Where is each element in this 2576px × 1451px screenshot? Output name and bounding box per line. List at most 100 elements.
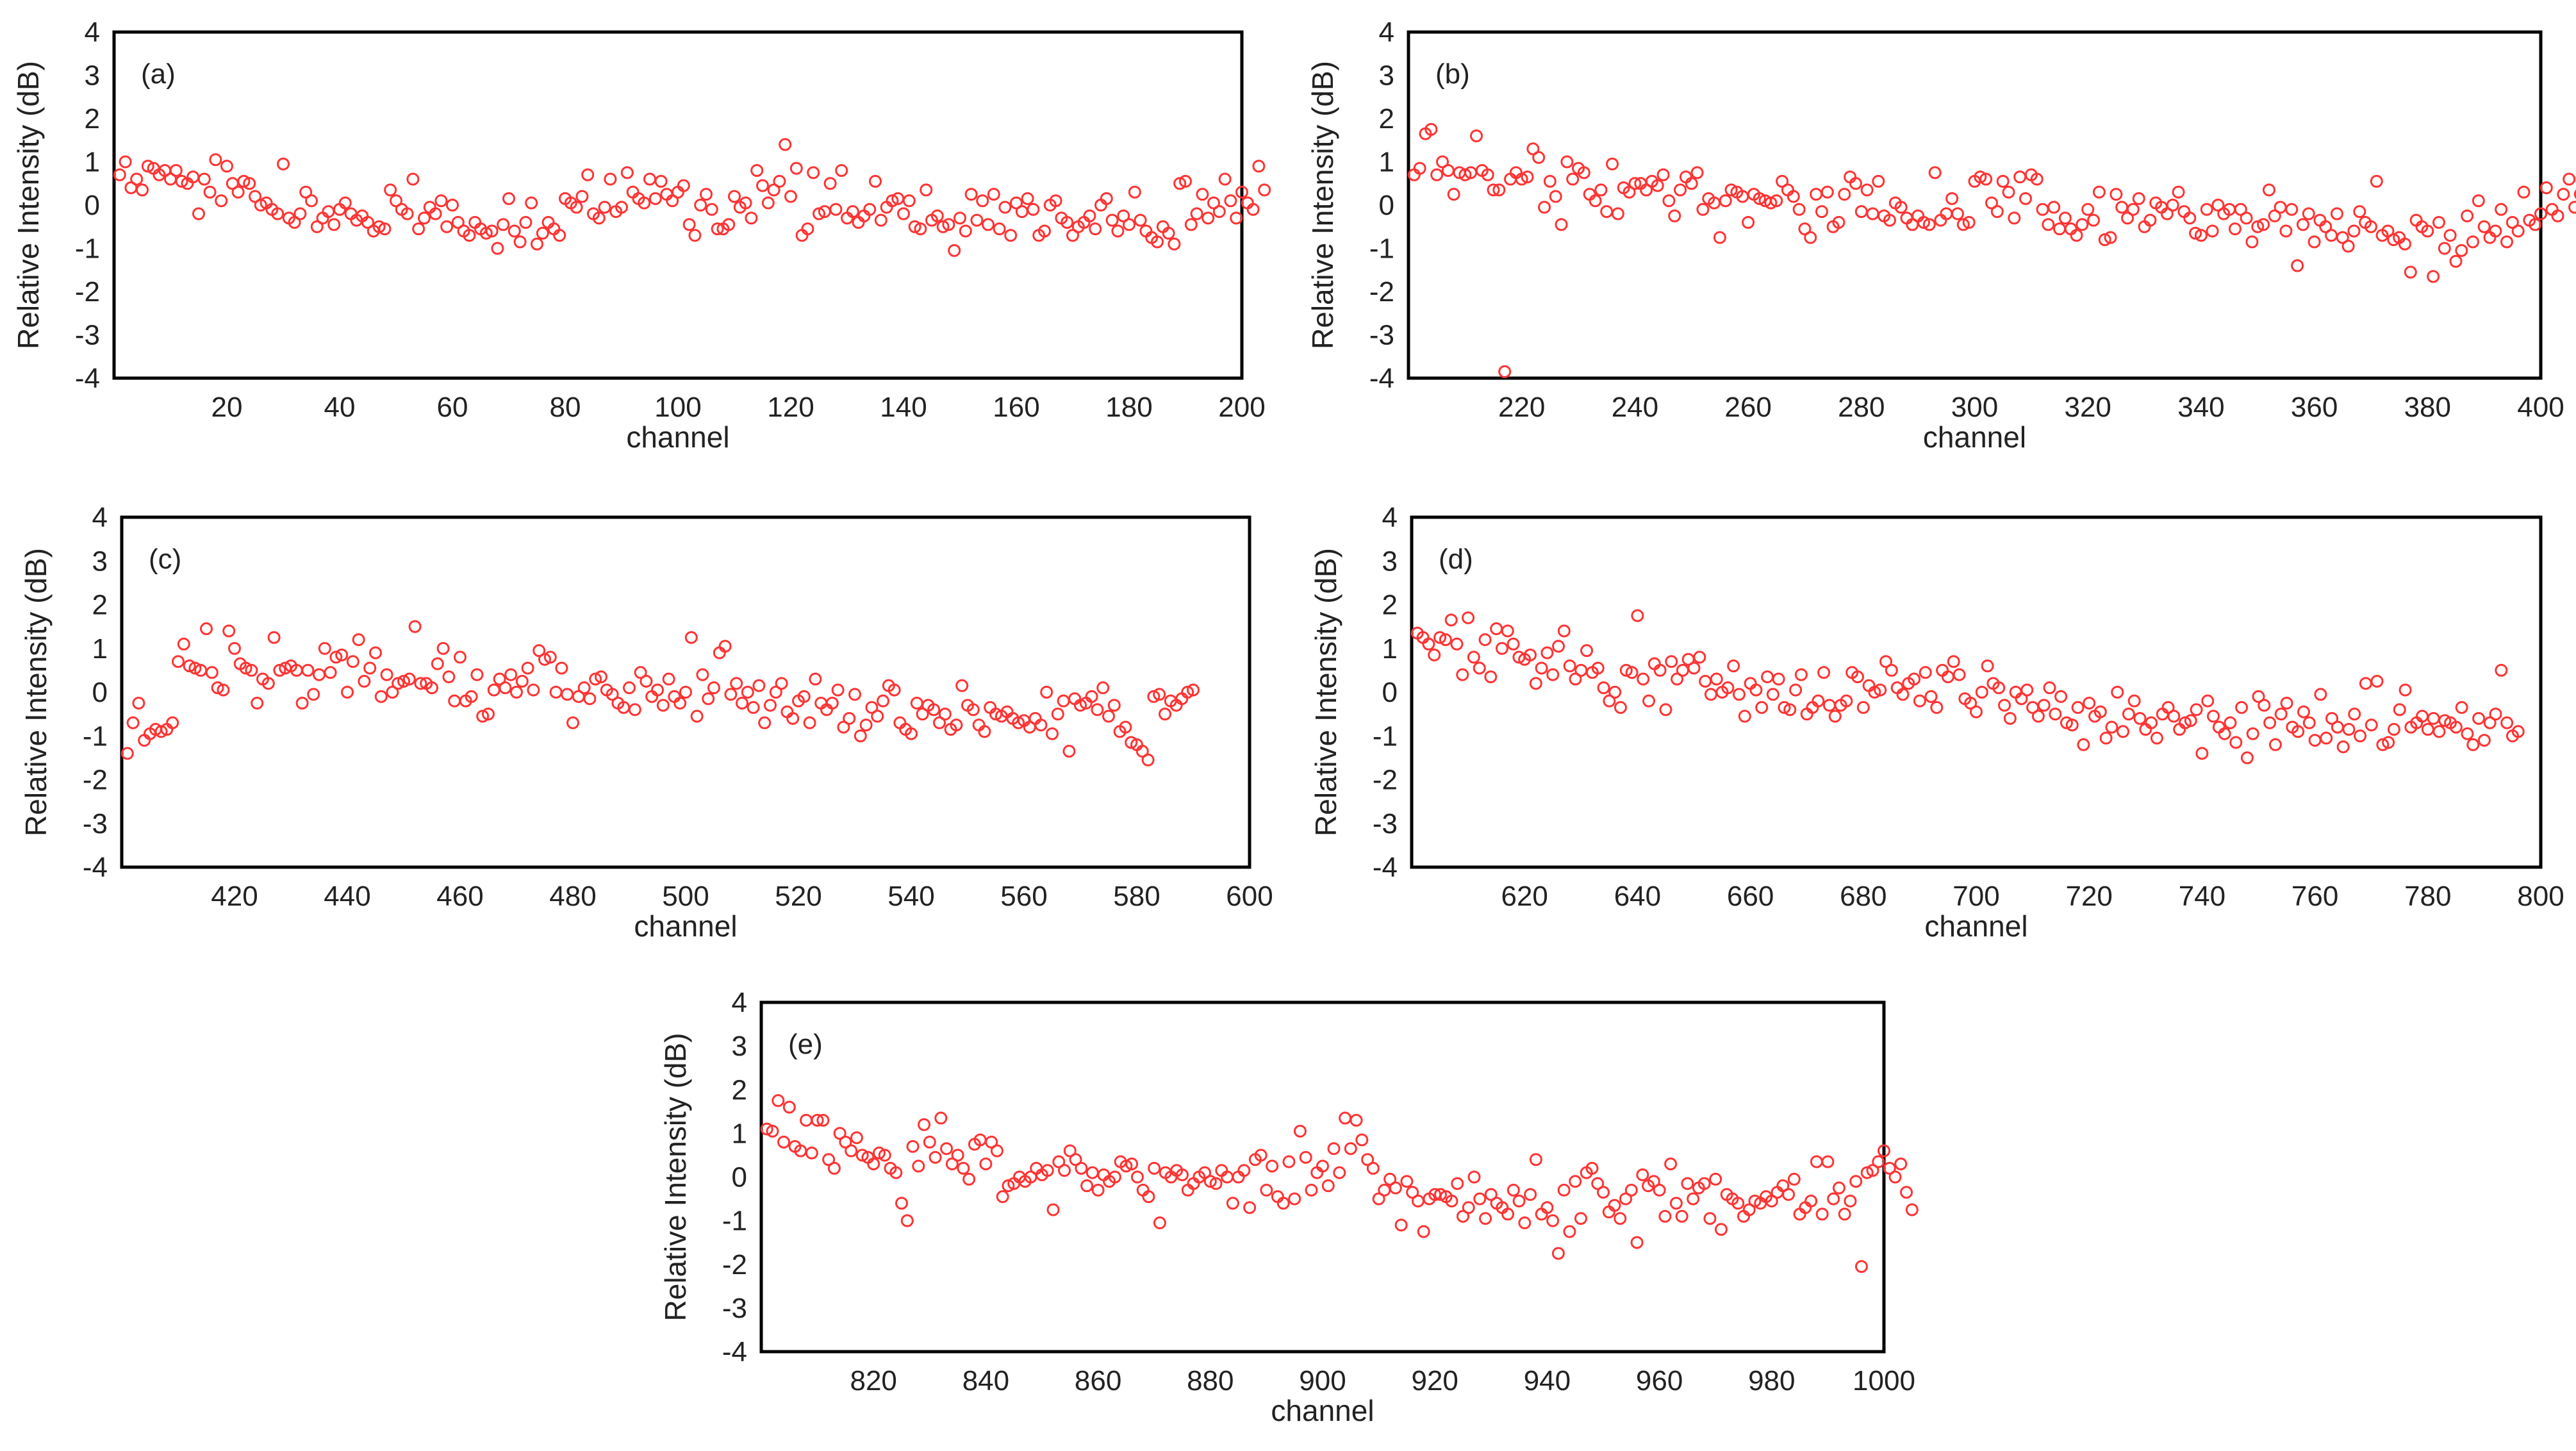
data-point <box>575 190 589 203</box>
data-point <box>2353 205 2366 219</box>
y-tick-label: 4 <box>1382 502 1398 533</box>
data-point <box>2534 207 2547 220</box>
data-point <box>154 725 168 738</box>
x-tick-label: 340 <box>2177 392 2224 423</box>
data-point <box>2280 697 2293 710</box>
data-point <box>2099 731 2113 745</box>
data-point <box>700 188 713 201</box>
data-point <box>829 203 843 216</box>
data-point <box>1908 672 1921 686</box>
data-point <box>1083 209 1096 222</box>
data-point <box>1085 690 1098 703</box>
data-point <box>1822 699 1836 712</box>
data-point <box>1922 218 1936 231</box>
data-point <box>724 688 738 701</box>
data-point <box>1490 622 1503 636</box>
data-point <box>604 172 617 186</box>
data-point <box>854 729 867 743</box>
data-point <box>166 716 179 729</box>
data-point <box>718 640 732 653</box>
data-point <box>2122 708 2135 721</box>
data-point <box>1787 190 1800 203</box>
y-tick-label: -3 <box>83 808 108 840</box>
data-point <box>1507 637 1520 651</box>
data-point <box>329 651 343 664</box>
data-point <box>1653 1183 1666 1197</box>
data-point <box>239 661 252 675</box>
data-point <box>1111 224 1125 238</box>
data-point <box>923 1136 936 1148</box>
data-point <box>910 697 923 710</box>
y-tick-label: -4 <box>1369 363 1394 394</box>
data-point <box>1444 613 1458 627</box>
data-point <box>2376 738 2390 751</box>
data-point <box>126 716 140 729</box>
data-point <box>1339 1111 1352 1125</box>
x-tick-label: 980 <box>1748 1365 1795 1397</box>
y-tick-label: -1 <box>722 1206 747 1237</box>
x-tick-label: 460 <box>436 881 483 912</box>
data-point <box>1372 1192 1385 1206</box>
data-point <box>414 677 427 690</box>
data-point <box>2240 751 2254 765</box>
data-point <box>2036 203 2049 216</box>
data-point <box>1669 1197 1683 1210</box>
chart-panel-e: (e) 4 3 2 1 0 -1 -2 -3 -4 820 840 860 880 900 920 940 960… <box>659 987 1919 1427</box>
data-point <box>418 211 431 225</box>
data-point <box>2438 242 2451 255</box>
data-point <box>119 155 132 169</box>
data-point <box>1832 1181 1845 1195</box>
y-tick-label: 3 <box>1382 545 1398 577</box>
data-point <box>1552 640 1565 653</box>
x-tick-label: 60 <box>437 392 468 423</box>
x-axis-label: channel <box>626 420 729 454</box>
x-tick-label: 820 <box>850 1365 896 1397</box>
data-point <box>2466 738 2480 751</box>
data-point <box>1135 745 1149 758</box>
data-point <box>442 670 456 684</box>
data-point <box>1659 703 1672 717</box>
data-point <box>1529 1153 1542 1166</box>
data-point <box>1755 701 1769 714</box>
data-point <box>1540 1201 1554 1215</box>
data-point <box>1810 1155 1823 1168</box>
data-point <box>1557 624 1571 638</box>
data-point <box>2252 690 2265 703</box>
data-point <box>2030 172 2043 186</box>
data-point <box>766 1124 779 1138</box>
data-point <box>1487 183 1500 197</box>
data-point <box>1235 185 1248 199</box>
data-point <box>1849 177 1862 190</box>
x-tick-label: 920 <box>1411 1365 1458 1397</box>
data-point <box>800 1113 813 1127</box>
data-point <box>536 226 549 240</box>
data-point <box>955 679 969 692</box>
data-point <box>1662 194 1676 208</box>
data-point <box>222 624 236 638</box>
data-point <box>533 644 546 658</box>
data-point <box>846 205 859 219</box>
data-point <box>1041 1164 1054 1177</box>
data-point <box>2183 211 2197 225</box>
data-point <box>837 720 850 734</box>
y-axis-label: Relative Intensity (dB) <box>12 61 45 349</box>
data-point <box>705 203 718 216</box>
data-point <box>1495 642 1508 655</box>
data-point <box>288 216 301 229</box>
data-point <box>1012 716 1025 729</box>
x-tick-label: 420 <box>211 881 258 912</box>
data-point <box>1119 720 1132 734</box>
data-point <box>448 694 461 708</box>
data-point <box>918 1118 931 1131</box>
data-point <box>825 697 839 710</box>
data-point <box>2234 203 2247 216</box>
data-point <box>1252 160 1266 173</box>
data-point <box>592 211 606 225</box>
data-point <box>487 683 500 697</box>
data-point <box>1141 753 1155 767</box>
data-point <box>1184 218 1198 231</box>
data-point <box>267 631 281 644</box>
y-tick-label: 0 <box>1379 190 1394 221</box>
data-point <box>2013 170 2027 184</box>
data-point <box>555 661 568 675</box>
